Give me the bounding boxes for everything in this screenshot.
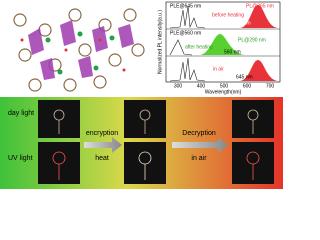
ple-label: PLE@560 nm: [170, 30, 201, 36]
peak-label: 560 nm: [224, 49, 241, 55]
x-axis-label: Wavelength(nm): [205, 89, 242, 95]
row-label: UV light: [8, 155, 33, 162]
ple-label: PLE@645 nm: [170, 3, 201, 9]
step-label: heat: [95, 155, 109, 162]
condition: in air: [213, 66, 224, 72]
step-label: Decryption: [182, 130, 216, 137]
condition: after heating: [185, 44, 213, 50]
pl-label: PL@365 nm: [246, 3, 274, 9]
row-label: day light: [8, 110, 34, 117]
step-label: in air: [191, 155, 207, 162]
crystal-structure: [0, 0, 150, 95]
graphic: PLE@645 nm PL@365 nm before heating 645 …: [0, 0, 283, 189]
x-tick-label: 300: [174, 83, 183, 89]
pl-label: PL@290 nm: [238, 37, 266, 43]
scheme: day light UV light encryption heat Decry…: [0, 97, 283, 189]
x-tick-label: 400: [197, 83, 206, 89]
y-axis-label: Normalized PL intensity(a.u.): [157, 10, 163, 74]
spectrum: PLE@645 nm PL@365 nm before heating 645 …: [157, 1, 281, 95]
step-label: encryption: [86, 130, 118, 137]
peak-label: 645 nm: [236, 74, 253, 80]
x-tick-label: 500: [220, 83, 229, 89]
x-tick-label: 600: [243, 83, 252, 89]
peak-label: 645 nm: [234, 20, 251, 26]
condition: before heating: [212, 12, 244, 18]
x-tick-label: 700: [266, 83, 275, 89]
